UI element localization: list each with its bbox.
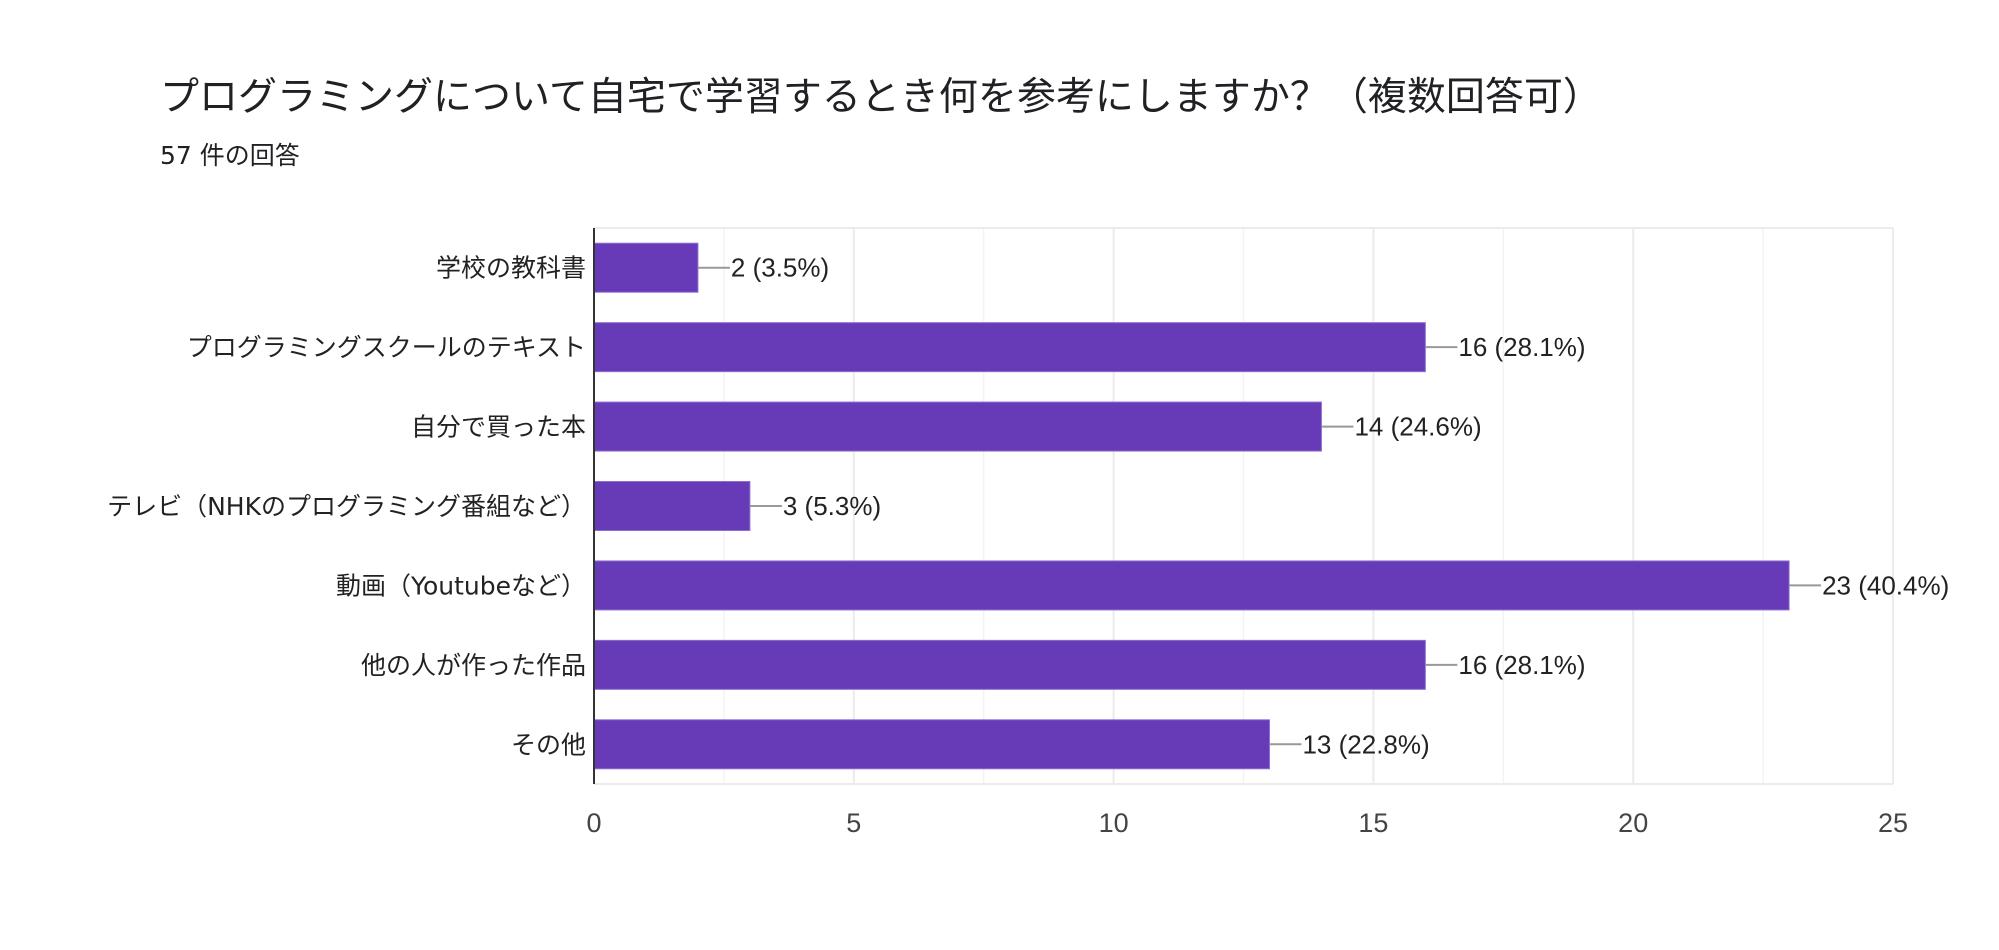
x-tick-label: 10	[1099, 808, 1129, 838]
data-label: 23 (40.4%)	[1822, 570, 1949, 600]
category-label: 学校の教科書	[436, 254, 586, 283]
category-label: その他	[511, 730, 586, 759]
bar	[593, 322, 1426, 373]
bar	[593, 639, 1426, 690]
x-tick-label: 0	[586, 808, 601, 838]
category-label: 動画（Youtubeなど）	[336, 571, 586, 600]
x-tick-label: 5	[846, 808, 861, 838]
category-label: 他の人が作った作品	[361, 651, 586, 680]
bar	[593, 719, 1270, 770]
x-tick-label: 25	[1878, 808, 1908, 838]
x-tick-label: 15	[1358, 808, 1388, 838]
category-label: 自分で買った本	[411, 413, 586, 442]
bar	[593, 481, 751, 531]
data-label: 16 (28.1%)	[1458, 332, 1585, 362]
data-label: 3 (5.3%)	[783, 491, 881, 521]
data-label: 2 (3.5%)	[731, 253, 829, 283]
data-label: 16 (28.1%)	[1458, 650, 1585, 680]
bar	[593, 242, 699, 293]
data-label: 13 (22.8%)	[1302, 729, 1429, 759]
bar	[593, 401, 1322, 452]
category-label: テレビ（NHKのプログラミング番組など）	[107, 492, 586, 521]
chart-title: プログラミングについて自宅で学習するとき何を参考にしますか？（複数回答可）	[160, 75, 1602, 120]
x-tick-label: 20	[1618, 808, 1648, 838]
category-label: プログラミングスクールのテキスト	[187, 333, 586, 362]
bar	[593, 560, 1790, 611]
data-label: 14 (24.6%)	[1354, 412, 1481, 442]
response-count: 57 件の回答	[160, 141, 300, 170]
